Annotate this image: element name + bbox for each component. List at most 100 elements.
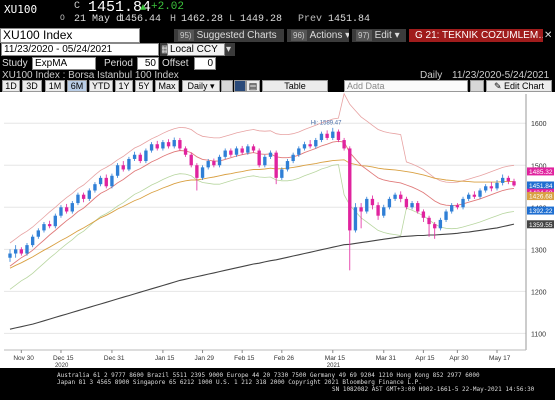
candle-body <box>64 207 69 212</box>
price-tag-label: 1485.32 <box>529 169 553 176</box>
add-data-input[interactable]: Add Data <box>344 80 468 92</box>
last-price: 1451.84 <box>88 0 152 16</box>
candle-body <box>229 150 233 155</box>
range-button-5y[interactable]: 5Y <box>135 80 153 92</box>
candle-body <box>308 144 312 147</box>
study-select[interactable]: ExpMA <box>32 57 96 70</box>
candle-body <box>495 182 499 189</box>
candle-body <box>353 207 358 231</box>
currency-dropdown-icon[interactable]: ▾ <box>225 43 235 56</box>
year-label: 2020 <box>55 363 69 368</box>
candle-body <box>70 203 74 212</box>
range-button-3d[interactable]: 3D <box>22 80 42 92</box>
candle-body <box>217 156 222 166</box>
x-tick-label: Dec 15 <box>53 355 74 362</box>
x-tick-label: Dec 31 <box>104 355 125 362</box>
candle-body <box>104 177 108 187</box>
candle-body <box>484 186 488 191</box>
price-tag-box <box>527 192 554 201</box>
edit-chart-button[interactable]: ✎ Edit Chart <box>486 80 552 92</box>
upper-band-line <box>9 92 515 244</box>
candle-body <box>370 198 375 206</box>
period-input[interactable]: 50 <box>137 57 159 70</box>
suggested-charts-menu[interactable]: 95) Suggested Charts <box>174 29 284 42</box>
candle-body <box>87 190 91 199</box>
range-button-max[interactable]: Max <box>155 80 179 92</box>
candle-body <box>410 203 414 208</box>
open-label: O <box>60 14 65 23</box>
last-prefix: C <box>74 1 81 12</box>
range-button-6m[interactable]: 6M <box>67 80 87 92</box>
candle-body <box>478 190 482 197</box>
candle-body <box>268 152 273 157</box>
index-title: XU100 Index : Borsa Istanbul 100 Index <box>2 70 179 81</box>
price-tag-box <box>527 181 554 190</box>
candle-body <box>359 207 363 212</box>
candle-body <box>240 148 244 153</box>
edit-chart-label: Edit Chart <box>504 81 545 91</box>
actions-menu[interactable]: 96) Actions ▾ <box>287 29 349 42</box>
prev-label: Prev <box>298 14 323 25</box>
candle-body <box>155 144 159 149</box>
low-label: L <box>229 14 236 25</box>
edit-menu[interactable]: 97) Edit ▾ <box>352 29 406 42</box>
candle-body <box>438 219 443 229</box>
period-select-value: Daily <box>187 81 208 91</box>
range-button-1y[interactable]: 1Y <box>115 80 133 92</box>
currency-select[interactable]: Local CCY <box>167 43 225 56</box>
candle-body <box>206 161 210 168</box>
candle-body <box>302 144 307 149</box>
table-button[interactable]: Table <box>262 80 328 92</box>
y-tick-label: 1100 <box>531 331 546 338</box>
x-tick-label: Feb 15 <box>234 355 255 362</box>
edit-number: 97) <box>356 30 372 41</box>
price-tag-box <box>527 167 554 176</box>
chevron-down-icon: ▾ <box>345 30 349 41</box>
price-tag-label: 1451.84 <box>529 183 553 190</box>
candle-body <box>280 169 284 178</box>
candle-body <box>500 177 505 183</box>
candle-body <box>30 236 35 246</box>
x-tick-label: Jan 15 <box>155 355 175 362</box>
x-tick-label: Mar 15 <box>325 355 346 362</box>
candle-body <box>59 207 63 216</box>
candle-body <box>178 140 182 149</box>
candle-body <box>489 186 494 189</box>
candle-body <box>399 194 403 199</box>
date-range-input[interactable]: 11/23/2020 - 05/24/2021 <box>1 43 159 56</box>
table-icon[interactable]: ▤ <box>246 80 260 92</box>
net-change: +2.02 <box>151 1 185 13</box>
price-tag-label: 1426.68 <box>529 194 553 201</box>
candle-style-icon[interactable] <box>221 80 233 92</box>
candle-body <box>127 158 131 170</box>
x-tick-label: Apr 15 <box>415 355 435 362</box>
period-select[interactable]: Daily ▾ <box>182 80 220 92</box>
close-icon[interactable]: ✕ <box>544 30 553 41</box>
range-button-ytd[interactable]: YTD <box>89 80 113 92</box>
ticker-input[interactable]: XU100 Index <box>0 28 140 43</box>
range-button-1d[interactable]: 1D <box>2 80 20 92</box>
line-style-icon[interactable] <box>234 80 246 92</box>
range-button-1m[interactable]: 1M <box>45 80 65 92</box>
y-tick-label: 1300 <box>531 247 547 254</box>
series-line-expma-50 <box>9 159 514 269</box>
candle-body <box>251 146 256 151</box>
candle-body <box>285 161 290 170</box>
edit-label: Edit <box>374 30 392 41</box>
calendar-icon[interactable]: ▦ <box>160 43 170 56</box>
actions-label: Actions <box>309 30 343 41</box>
candle-body <box>433 224 437 229</box>
y-tick-label: 1500 <box>531 163 547 170</box>
settings-icon[interactable] <box>470 80 484 92</box>
quote-date: 21 May d <box>74 14 123 25</box>
candle-body <box>132 154 137 159</box>
candle-body <box>110 175 114 187</box>
x-tick-label: Apr 30 <box>449 355 469 362</box>
high-price: 1462.28 <box>181 14 224 25</box>
price-tag-box <box>527 220 554 229</box>
chevron-down-icon: ▾ <box>207 81 215 91</box>
suggested-charts-label: Suggested Charts <box>196 30 277 41</box>
offset-input[interactable]: 0 <box>194 57 216 70</box>
